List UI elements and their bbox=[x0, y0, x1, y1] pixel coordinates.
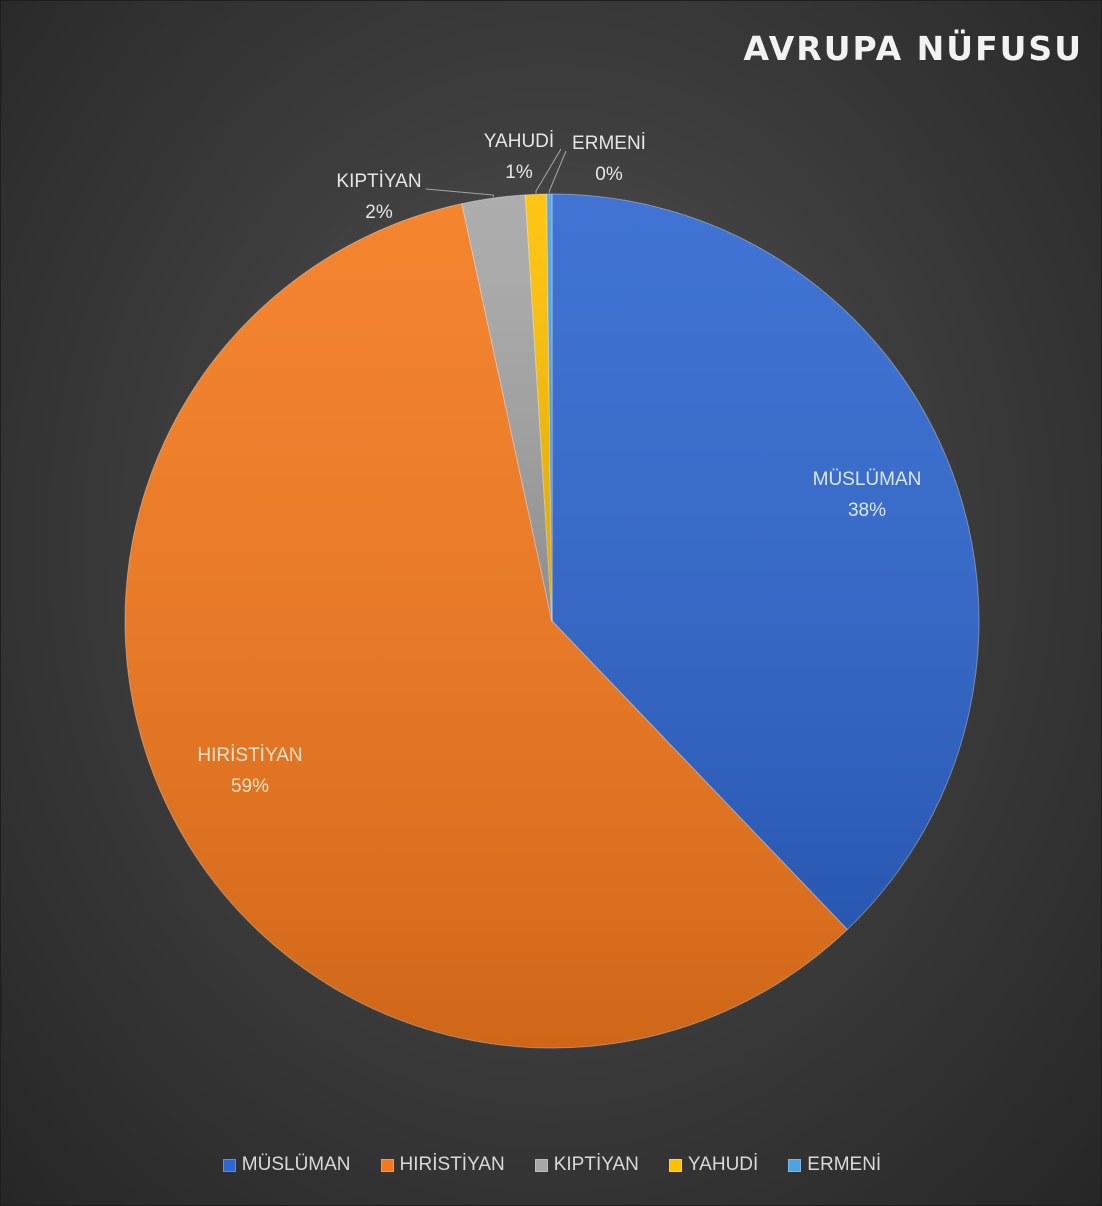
legend-label-jewish: YAHUDİ bbox=[687, 1154, 759, 1175]
legend-item-jewish[interactable]: YAHUDİ bbox=[668, 1154, 759, 1176]
data-label-muslim: MÜSLÜMAN 38% bbox=[813, 469, 922, 521]
pie-slice-shade-kiptiyan bbox=[461, 194, 552, 622]
legend-swatch-armenian bbox=[788, 1158, 802, 1172]
leader-line-armenian bbox=[548, 150, 567, 194]
pie-slice-shade-christian bbox=[124, 203, 848, 1048]
data-label-jewish: YAHUDİ 1% bbox=[484, 131, 554, 183]
legend-label-muslim: MÜSLÜMAN bbox=[241, 1154, 351, 1175]
legend-item-christian[interactable]: HIRİSTİYAN bbox=[380, 1154, 505, 1176]
pie-chart: MÜSLÜMAN 38% HIRİSTİYAN 59% KIPTİYAN 2% YAHUDİ… bbox=[124, 131, 980, 1049]
pie-slice-shade-jewish bbox=[525, 194, 552, 621]
legend-item-kiptiyan[interactable]: KIPTİYAN bbox=[534, 1154, 639, 1176]
legend-swatch-kiptiyan bbox=[534, 1158, 548, 1172]
legend-swatch-muslim bbox=[222, 1158, 236, 1172]
legend: MÜSLÜMAN HIRİSTİYAN KIPTİYAN YAHUDİ ERME… bbox=[1, 1154, 1102, 1176]
legend-swatch-christian bbox=[380, 1158, 394, 1172]
legend-label-kiptiyan: KIPTİYAN bbox=[553, 1154, 639, 1175]
legend-swatch-jewish bbox=[668, 1158, 682, 1172]
pie-slice-shade-armenian bbox=[546, 194, 552, 621]
data-label-armenian: ERMENİ 0% bbox=[572, 133, 646, 185]
chart-title: AVRUPA NÜFUSU bbox=[743, 29, 1083, 68]
legend-label-christian: HIRİSTİYAN bbox=[399, 1154, 505, 1175]
pie-slice-shade-muslim bbox=[552, 194, 979, 930]
legend-label-armenian: ERMENİ bbox=[807, 1154, 882, 1175]
data-label-kiptiyan: KIPTİYAN 2% bbox=[336, 171, 421, 223]
legend-item-muslim[interactable]: MÜSLÜMAN bbox=[222, 1154, 351, 1176]
data-label-christian: HIRİSTİYAN 59% bbox=[197, 745, 302, 797]
legend-item-armenian[interactable]: ERMENİ bbox=[788, 1154, 881, 1176]
leader-line-kiptiyan bbox=[425, 188, 494, 198]
leader-line-jewish bbox=[535, 148, 562, 194]
